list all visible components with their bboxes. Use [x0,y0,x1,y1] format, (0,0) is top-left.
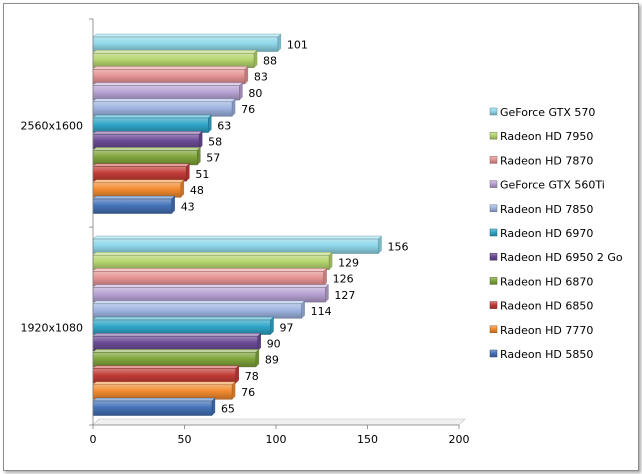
legend-label: Radeon HD 6970 [500,227,593,240]
legend-label: Radeon HD 6850 [500,300,593,313]
bar-geforce-gtx-570-1920x1080 [92,235,382,254]
legend-item-radeon-hd-7850: Radeon HD 7850 [489,203,593,216]
data-label: 89 [265,354,279,367]
legend-item-geforce-gtx-560ti: GeForce GTX 560Ti [489,179,605,192]
bar-radeon-hd-6870-2560x1600 [92,146,201,166]
legend-label: Radeon HD 6870 [500,275,593,288]
legend-item-radeon-hd-6970: Radeon HD 6970 [489,227,593,240]
data-label: 126 [333,273,354,286]
legend-label: Radeon HD 5850 [500,348,593,361]
legend-swatch [489,204,498,213]
bar-radeon-hd-7950-2560x1600 [92,49,258,69]
legend-item-geforce-gtx-570: GeForce GTX 570 [489,106,595,119]
data-label: 88 [263,54,277,67]
data-label: 65 [221,402,235,415]
bar-radeon-hd-7850-1920x1080 [92,300,306,319]
data-label: 78 [245,370,259,383]
legend-label: GeForce GTX 570 [500,106,595,119]
bars [92,33,382,416]
data-label: 48 [190,184,204,197]
data-label: 51 [195,168,209,181]
x-tick-label: 50 [178,433,192,446]
y-category-label: 1920x1080 [21,321,84,334]
bar-radeon-hd-5850-2560x1600 [92,195,176,214]
bar-radeon-hd-6870-1920x1080 [92,348,260,368]
legend-item-radeon-hd-6950-2-go: Radeon HD 6950 2 Go [489,251,623,264]
bar-radeon-hd-7950-1920x1080 [92,251,333,271]
data-label: 129 [338,256,359,269]
x-tick-label: 150 [357,433,378,446]
legend-item-radeon-hd-7950: Radeon HD 7950 [489,130,593,143]
data-label: 57 [206,152,220,165]
chart-frame: 101 88 83 80 76 63 58 57 51 48 43 156 129 126 127 114 97… [3,3,639,471]
bar-geforce-gtx-560ti-1920x1080 [92,284,329,303]
data-label: 83 [254,71,268,84]
data-label: 80 [248,87,262,100]
data-label: 43 [181,200,195,213]
bar-radeon-hd-7770-1920x1080 [92,381,236,400]
legend-label: Radeon HD 7850 [500,203,593,216]
legend-label: Radeon HD 6950 2 Go [500,251,623,264]
bar-radeon-hd-6970-1920x1080 [92,316,274,335]
legend-label: Radeon HD 7770 [500,324,593,337]
data-label: 114 [311,305,332,318]
legend-swatch [489,131,498,140]
legend-item-radeon-hd-6850: Radeon HD 6850 [489,300,593,313]
legend: GeForce GTX 570 Radeon HD 7950 Radeon HD 7… [489,106,623,361]
data-label: 101 [287,38,308,51]
legend-label: Radeon HD 7870 [500,154,593,167]
data-label: 90 [267,337,281,350]
legend-swatch [489,107,498,116]
bar-radeon-hd-7770-2560x1600 [92,179,185,198]
bar-radeon-hd-6950-2-go-2560x1600 [92,130,203,150]
bar-radeon-hd-7870-2560x1600 [92,65,249,85]
bar-radeon-hd-7850-2560x1600 [92,98,236,117]
data-label: 156 [387,240,408,253]
plot-floor [92,418,466,426]
plot-area [92,418,466,426]
data-label: 76 [241,103,255,116]
bar-radeon-hd-7870-1920x1080 [92,267,328,287]
data-label: 127 [334,289,355,302]
bar-geforce-gtx-560ti-2560x1600 [92,82,243,101]
legend-swatch [489,325,498,334]
x-tick-label: 100 [266,433,287,446]
data-label: 97 [280,321,294,334]
legend-label: GeForce GTX 560Ti [500,179,605,192]
y-category-label: 2560x1600 [21,119,84,132]
legend-item-radeon-hd-6870: Radeon HD 6870 [489,275,593,288]
axes: 0 50 100 150 200 2560x1600 1920x1080 [21,18,470,446]
legend-swatch [489,180,498,188]
bar-radeon-hd-6970-2560x1600 [92,114,212,133]
bar-radeon-hd-6950-2-go-1920x1080 [92,332,262,352]
legend-swatch [489,301,498,309]
legend-swatch [489,277,498,285]
legend-label: Radeon HD 7950 [500,130,593,143]
bar-geforce-gtx-570-2560x1600 [92,33,282,52]
legend-item-radeon-hd-7770: Radeon HD 7770 [489,324,593,337]
data-label: 58 [208,135,222,148]
legend-swatch [489,349,498,358]
x-tick-label: 200 [449,433,470,446]
legend-swatch [489,252,498,261]
legend-item-radeon-hd-5850: Radeon HD 5850 [489,348,593,361]
legend-swatch [489,156,498,164]
bar-radeon-hd-5850-1920x1080 [92,397,216,416]
legend-item-radeon-hd-7870: Radeon HD 7870 [489,154,593,167]
legend-swatch [489,228,498,237]
bar-radeon-hd-6850-2560x1600 [92,163,190,182]
x-tick-label: 0 [90,433,97,446]
data-label: 76 [241,386,255,399]
bar-radeon-hd-6850-1920x1080 [92,365,240,384]
data-label: 63 [217,119,231,132]
